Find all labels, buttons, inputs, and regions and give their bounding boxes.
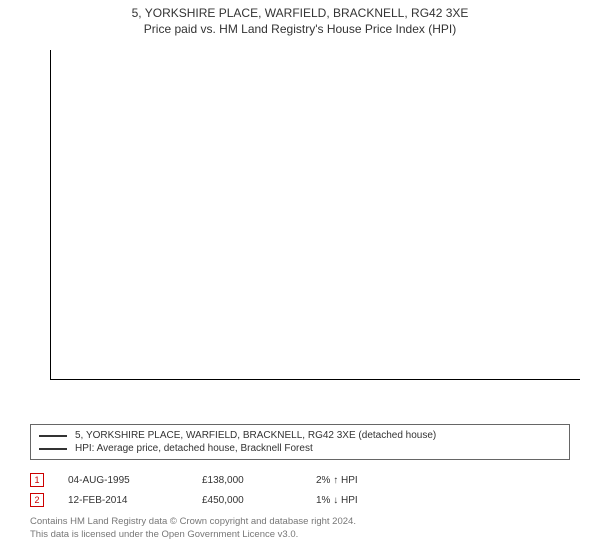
chart-series: [51, 50, 580, 379]
legend-swatch: [39, 435, 67, 437]
page-subtitle: Price paid vs. HM Land Registry's House …: [0, 22, 600, 36]
legend-label: 5, YORKSHIRE PLACE, WARFIELD, BRACKNELL,…: [75, 430, 436, 441]
sale-price: £450,000: [202, 495, 292, 506]
page-title: 5, YORKSHIRE PLACE, WARFIELD, BRACKNELL,…: [0, 6, 600, 20]
footer: Contains HM Land Registry data © Crown c…: [30, 516, 570, 542]
sale-marker-2: 2: [30, 493, 44, 507]
sale-diff: 1% ↓ HPI: [316, 495, 406, 506]
sales-table: 1 04-AUG-1995 £138,000 2% ↑ HPI 2 12-FEB…: [30, 470, 570, 510]
legend: 5, YORKSHIRE PLACE, WARFIELD, BRACKNELL,…: [30, 424, 570, 460]
legend-item-hpi: HPI: Average price, detached house, Brac…: [39, 442, 561, 455]
line-chart: [50, 50, 580, 380]
sale-price: £138,000: [202, 475, 292, 486]
sale-date: 04-AUG-1995: [68, 475, 178, 486]
sale-row: 1 04-AUG-1995 £138,000 2% ↑ HPI: [30, 470, 570, 490]
footer-line: This data is licensed under the Open Gov…: [30, 529, 570, 542]
legend-swatch: [39, 448, 67, 450]
legend-item-price-paid: 5, YORKSHIRE PLACE, WARFIELD, BRACKNELL,…: [39, 429, 561, 442]
sale-date: 12-FEB-2014: [68, 495, 178, 506]
sale-diff: 2% ↑ HPI: [316, 475, 406, 486]
sale-marker-1: 1: [30, 473, 44, 487]
sale-row: 2 12-FEB-2014 £450,000 1% ↓ HPI: [30, 490, 570, 510]
footer-line: Contains HM Land Registry data © Crown c…: [30, 516, 570, 529]
legend-label: HPI: Average price, detached house, Brac…: [75, 443, 313, 454]
